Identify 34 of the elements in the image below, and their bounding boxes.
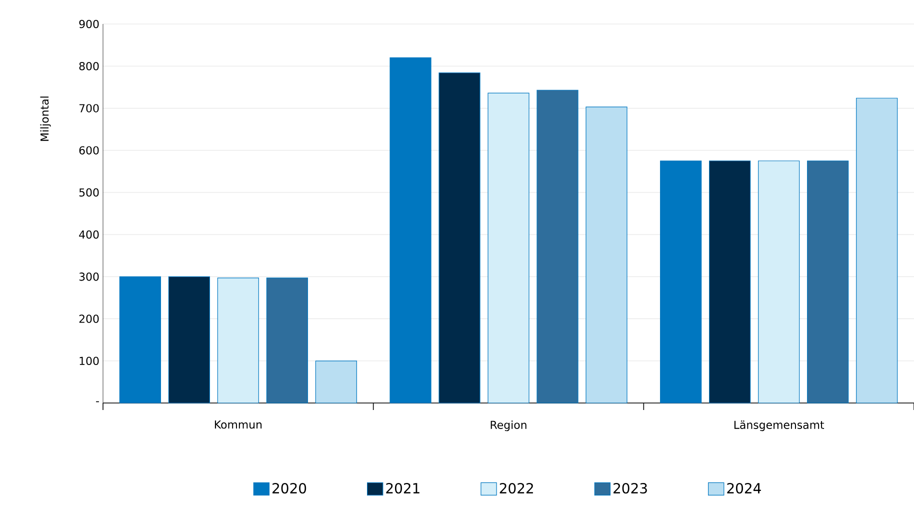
y-tick-label: 500 bbox=[79, 188, 99, 197]
y-tick-label: 300 bbox=[79, 272, 99, 281]
bar bbox=[586, 106, 628, 404]
bar bbox=[856, 98, 898, 404]
y-tick-label: 400 bbox=[79, 230, 99, 239]
x-tick-label: Kommun bbox=[214, 420, 262, 429]
x-tick-label: Region bbox=[490, 420, 526, 432]
legend-label: 2024 bbox=[727, 482, 761, 494]
y-tick-label: 800 bbox=[79, 62, 99, 70]
bar bbox=[807, 160, 849, 404]
bar bbox=[709, 160, 751, 404]
legend-label: 2020 bbox=[272, 482, 306, 494]
x-tick-label: Länsgemensamt bbox=[734, 420, 824, 432]
bar bbox=[488, 92, 530, 404]
y-tick-label: 900 bbox=[79, 20, 99, 28]
legend-label: 2022 bbox=[500, 482, 533, 494]
legend-label: 2021 bbox=[386, 482, 420, 494]
y-tick-label: 200 bbox=[79, 314, 99, 323]
bar bbox=[266, 278, 308, 404]
bar bbox=[536, 90, 578, 404]
bar bbox=[217, 278, 259, 404]
bar bbox=[119, 276, 161, 404]
bar bbox=[660, 160, 702, 404]
y-tick-label: 100 bbox=[80, 356, 99, 366]
bar bbox=[758, 160, 800, 404]
bar bbox=[390, 57, 432, 404]
bar bbox=[438, 72, 480, 404]
bar bbox=[315, 360, 357, 404]
y-tick-label: - bbox=[96, 401, 99, 402]
y-tick-label: 600 bbox=[79, 146, 99, 154]
y-tick-label: 700 bbox=[79, 104, 99, 112]
legend-label: 2023 bbox=[614, 482, 647, 494]
y-axis-title: Miljontal bbox=[40, 96, 51, 141]
bar bbox=[168, 276, 210, 404]
